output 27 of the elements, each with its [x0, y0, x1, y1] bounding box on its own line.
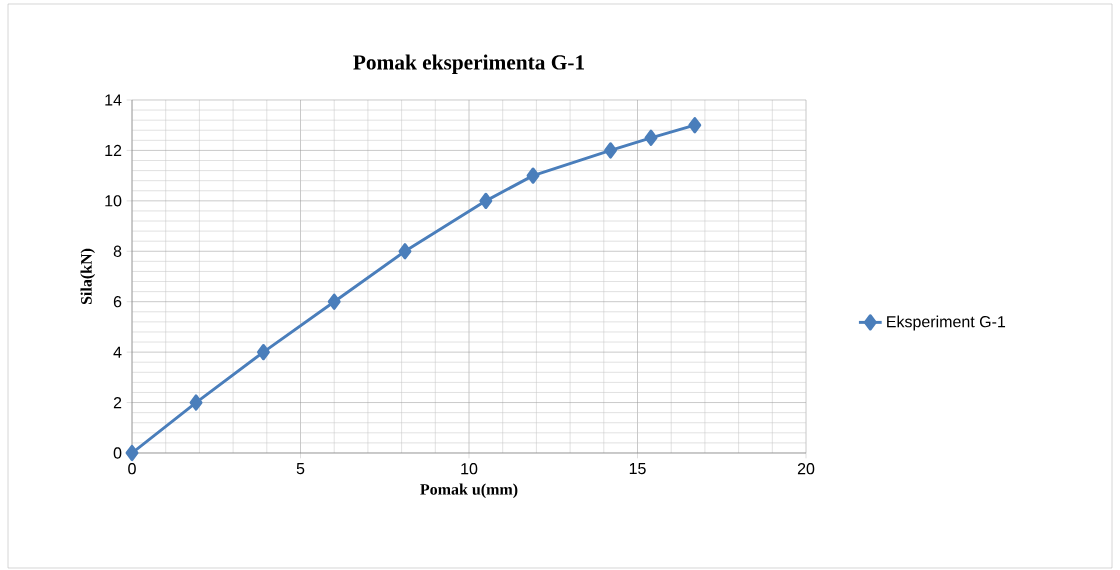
point	[479, 192, 493, 209]
point	[125, 444, 139, 462]
y-tick-label: 12	[105, 144, 122, 156]
point	[604, 142, 618, 159]
y-axis-title: Sila(kN)	[80, 248, 96, 305]
x-tick-label: 15	[629, 463, 646, 475]
y-tick-label: 14	[105, 94, 122, 106]
y-tick-label: 2	[113, 396, 122, 409]
point	[398, 243, 412, 260]
y-tick-label: 4	[113, 346, 122, 358]
x-tick-label: 5	[296, 463, 305, 475]
x-tick-label: 20	[797, 463, 815, 475]
x-tick-label: 0	[128, 463, 136, 475]
point	[688, 117, 702, 134]
legend-label: Eksperiment G-1	[887, 315, 1006, 331]
chart-title: Pomak eksperimenta G-1	[353, 54, 585, 74]
y-tick-label: 0	[113, 447, 122, 459]
point	[256, 343, 270, 361]
point	[644, 129, 658, 146]
y-tick-label: 10	[105, 195, 122, 207]
x-tick-label: 10	[461, 463, 478, 475]
y-tick-label: 8	[113, 245, 122, 257]
y-tick-label: 6	[113, 296, 122, 308]
point	[526, 167, 540, 184]
x-axis-title: Pomak u(mm)	[420, 483, 518, 499]
point	[327, 293, 341, 310]
point	[189, 394, 203, 411]
